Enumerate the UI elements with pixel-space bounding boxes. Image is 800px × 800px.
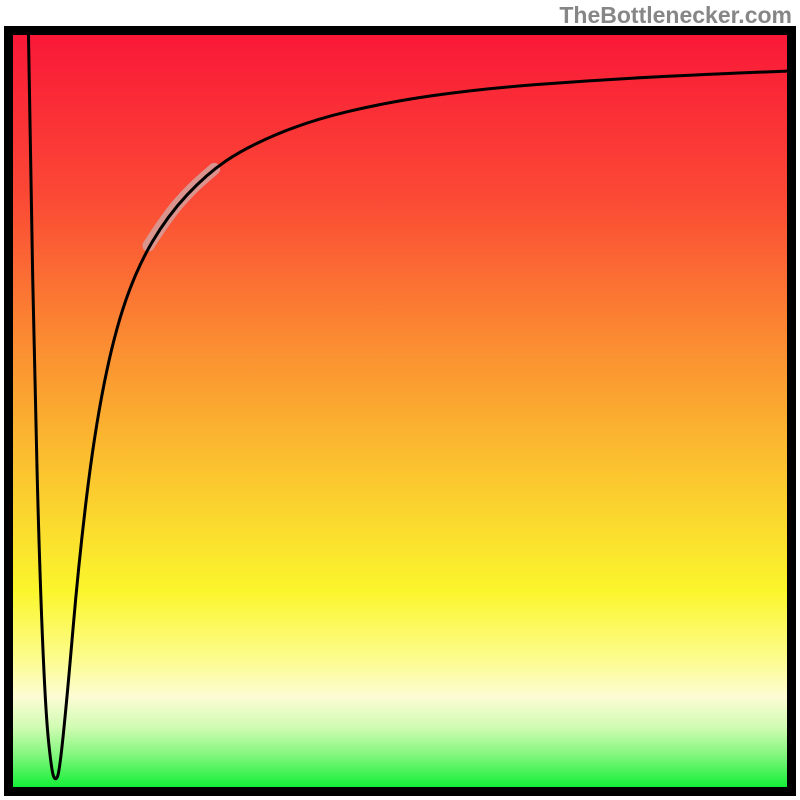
chart-container: TheBottlenecker.com (0, 0, 800, 800)
plot-background (13, 35, 787, 787)
bottleneck-chart (0, 0, 800, 800)
